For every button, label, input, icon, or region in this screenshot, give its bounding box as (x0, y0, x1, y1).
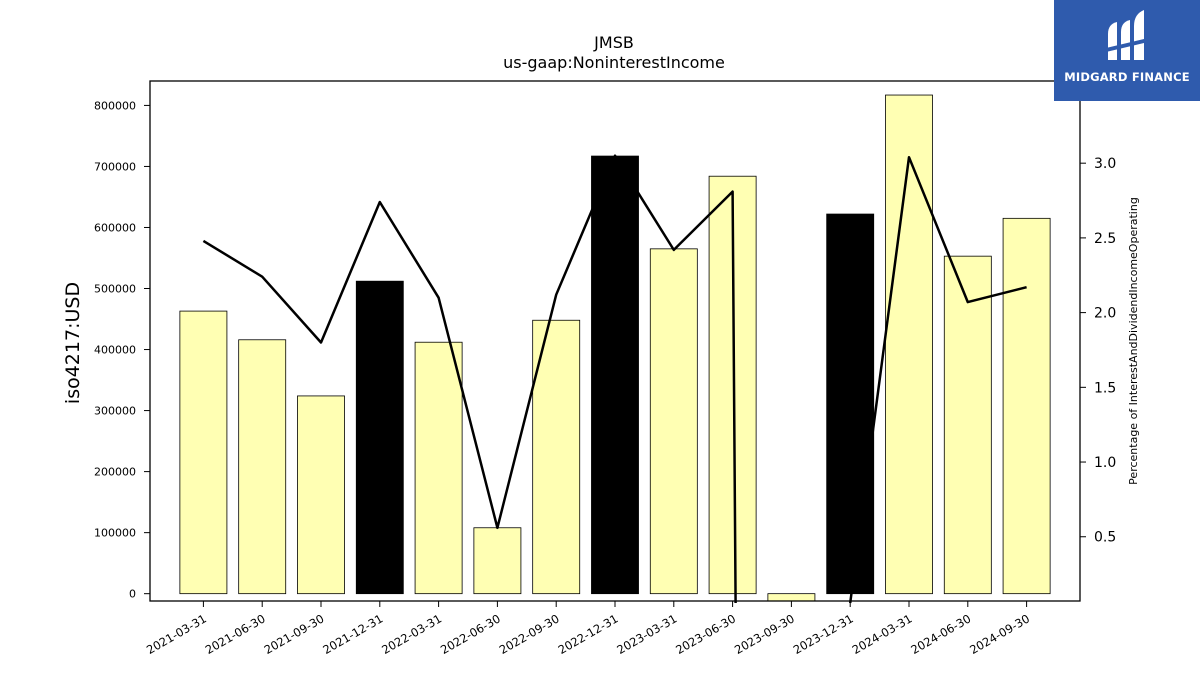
x-tick-label: 2024-09-30 (967, 611, 1032, 657)
y2-tick-label: 0.5 (1094, 530, 1116, 546)
y-tick-label: 100000 (94, 527, 136, 540)
bars-layer (179, 94, 1051, 602)
y-tick-label: 800000 (94, 99, 136, 112)
logo-text: MIDGARD FINANCE (1064, 70, 1190, 84)
x-tick-label: 2022-09-30 (497, 611, 562, 657)
bar (767, 593, 816, 602)
brand-logo: MIDGARD FINANCE (1054, 0, 1200, 101)
bar (473, 527, 522, 595)
bar (355, 280, 404, 595)
bar (238, 339, 287, 595)
y-tick-label: 400000 (94, 344, 136, 357)
bar (885, 94, 933, 595)
x-tick-label: 2021-09-30 (262, 611, 327, 657)
y2-tick-label: 3.0 (1094, 156, 1116, 172)
y-tick-label: 500000 (94, 283, 136, 296)
x-tick-label: 2023-12-31 (791, 611, 856, 657)
chart-title: JMSB (593, 33, 634, 52)
x-tick-label: 2022-06-30 (438, 611, 503, 657)
bar (297, 395, 345, 595)
series-line (202, 154, 1027, 604)
x-tick-label: 2023-09-30 (732, 611, 797, 657)
y2-tick-label: 2.5 (1094, 231, 1116, 247)
x-tick-label: 2024-06-30 (908, 611, 973, 657)
y-tick-label: 200000 (94, 466, 136, 479)
bar (649, 248, 698, 595)
x-tick-label: 2022-03-31 (379, 611, 444, 657)
x-tick-label: 2022-12-31 (556, 611, 621, 657)
y-tick-label: 0 (129, 588, 136, 601)
x-tick-label: 2021-06-30 (203, 611, 268, 657)
x-tick-label: 2023-03-31 (614, 611, 679, 657)
logo-mark-icon (1106, 10, 1148, 60)
bar (826, 213, 875, 595)
x-tick-label: 2021-12-31 (320, 611, 385, 657)
y-axis-label: iso4217:USD (62, 282, 84, 404)
x-tick-label: 2023-06-30 (673, 611, 738, 657)
bar (1002, 217, 1051, 595)
bar (591, 155, 639, 595)
chart-subtitle: us-gaap:NoninterestIncome (503, 53, 725, 72)
x-tick-label: 2021-03-31 (144, 611, 209, 657)
y2-tick-label: 1.0 (1094, 455, 1116, 471)
line-layer (202, 154, 1027, 604)
y-tick-label: 600000 (94, 221, 136, 234)
y2-tick-label: 2.0 (1094, 306, 1116, 322)
bar (532, 319, 581, 595)
x-tick-label: 2024-03-31 (850, 611, 915, 657)
y2-axis-label: Percentage of InterestAndDividendIncomeO… (1127, 197, 1140, 485)
bar (943, 255, 992, 595)
y2-tick-label: 1.5 (1094, 380, 1116, 396)
y-tick-label: 300000 (94, 405, 136, 418)
bar (414, 341, 463, 595)
y-tick-label: 700000 (94, 160, 136, 173)
bar (179, 310, 228, 595)
